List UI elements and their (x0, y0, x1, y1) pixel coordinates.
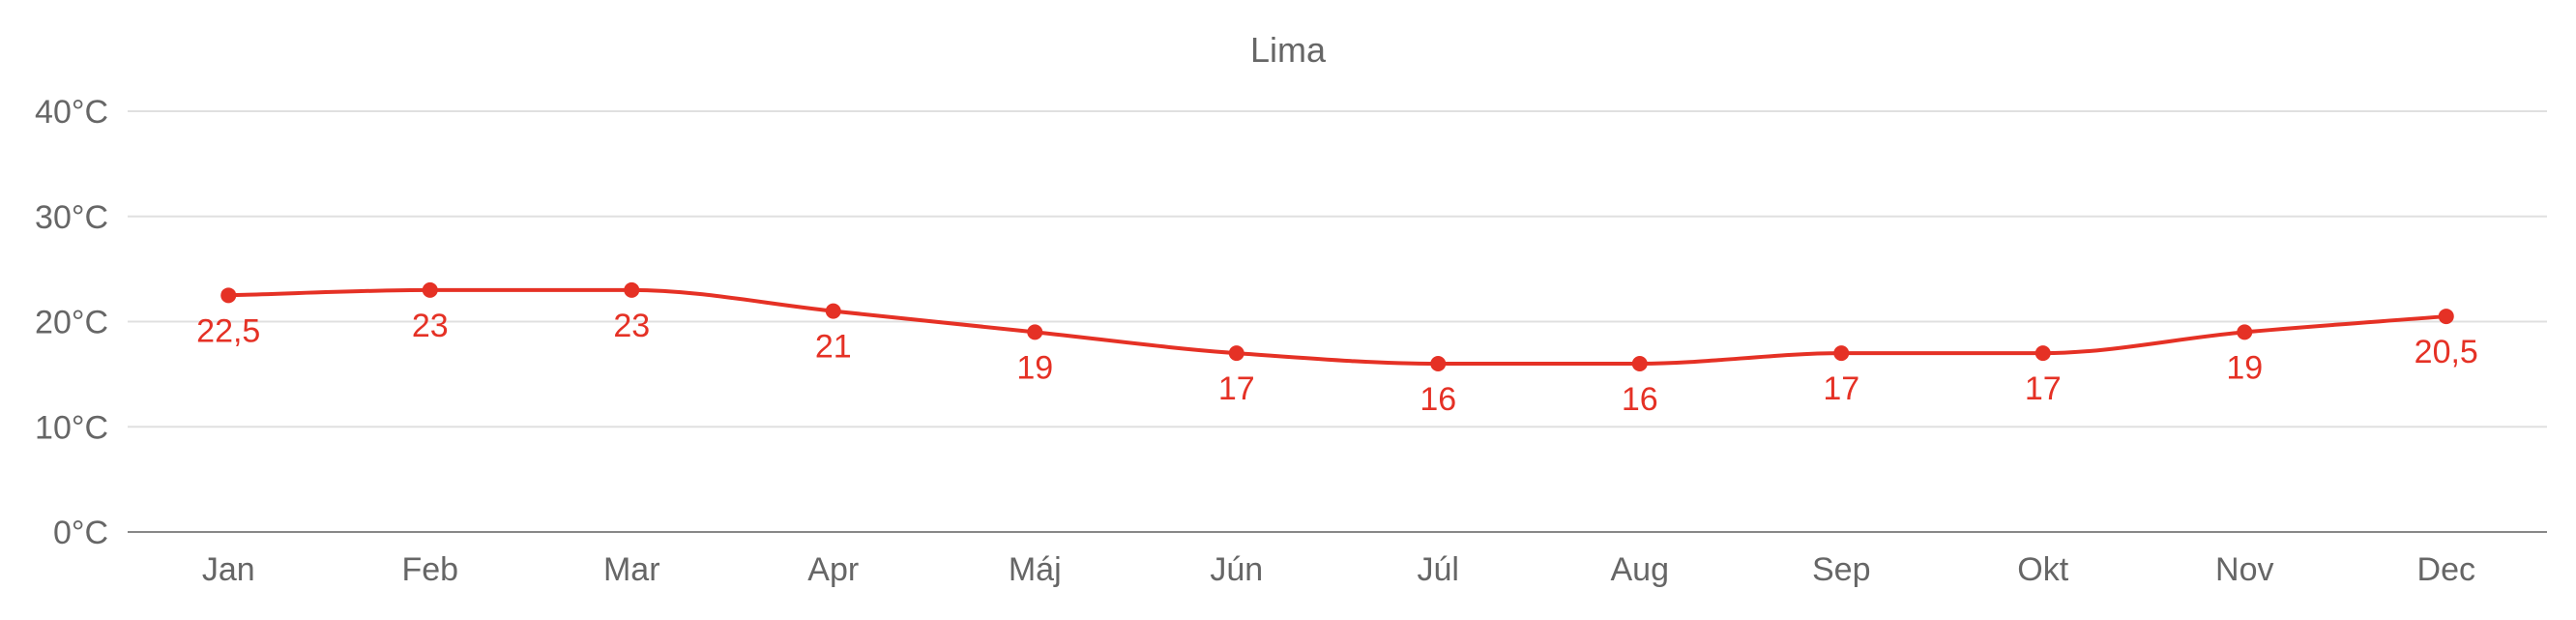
data-point (1027, 324, 1043, 340)
data-label: 19 (1016, 349, 1053, 386)
y-tick-label: 20°C (35, 305, 108, 341)
data-point (2237, 324, 2253, 340)
data-label: 17 (1823, 370, 1859, 407)
data-label: 16 (1622, 381, 1658, 418)
data-point (624, 281, 640, 298)
data-point (220, 287, 237, 304)
y-tick-label: 0°C (53, 515, 108, 551)
chart-title: Lima (1250, 30, 1327, 70)
x-tick-label: Dec (2417, 551, 2475, 588)
x-axis-ticks: Jan Feb Mar Apr Máj Jún Júl Aug Sep Okt Nov Dec (202, 551, 2475, 588)
data-point (1228, 345, 1244, 362)
data-point (1631, 356, 1648, 371)
data-label: 22,5 (196, 312, 260, 349)
y-axis-ticks: 0°C 10°C 20°C 30°C 40°C (35, 94, 108, 551)
x-tick-label: Mar (603, 551, 660, 588)
x-tick-label: Jan (202, 551, 255, 588)
data-point (422, 281, 438, 298)
x-tick-label: Júl (1418, 551, 1459, 588)
x-tick-label: Máj (1009, 551, 1062, 588)
data-point (1833, 345, 1850, 362)
data-label: 21 (815, 329, 852, 366)
x-tick-label: Feb (401, 551, 458, 588)
x-tick-label: Okt (2017, 551, 2068, 588)
data-label: 23 (613, 308, 650, 344)
data-point (825, 303, 841, 319)
data-label: 17 (1218, 370, 1255, 407)
x-tick-label: Aug (1611, 551, 1670, 588)
x-tick-label: Nov (2215, 551, 2273, 588)
x-tick-label: Apr (807, 551, 859, 588)
series-temperature (220, 281, 2454, 371)
data-label: 20,5 (2415, 334, 2478, 370)
gridlines (128, 110, 2547, 428)
data-point (1430, 356, 1447, 371)
series-line (228, 287, 2446, 367)
data-point (2438, 309, 2454, 325)
data-point (2034, 345, 2051, 362)
data-label: 16 (1420, 381, 1456, 418)
y-tick-label: 10°C (35, 409, 108, 446)
x-tick-label: Sep (1812, 551, 1871, 588)
y-tick-label: 40°C (35, 94, 108, 131)
y-tick-label: 30°C (35, 199, 108, 236)
data-label: 19 (2226, 349, 2263, 386)
x-tick-label: Jún (1210, 551, 1263, 588)
data-label: 17 (2025, 370, 2062, 407)
data-labels: 22,5 23 23 21 19 17 16 16 17 17 19 20,5 (196, 308, 2478, 418)
data-label: 23 (412, 308, 449, 344)
